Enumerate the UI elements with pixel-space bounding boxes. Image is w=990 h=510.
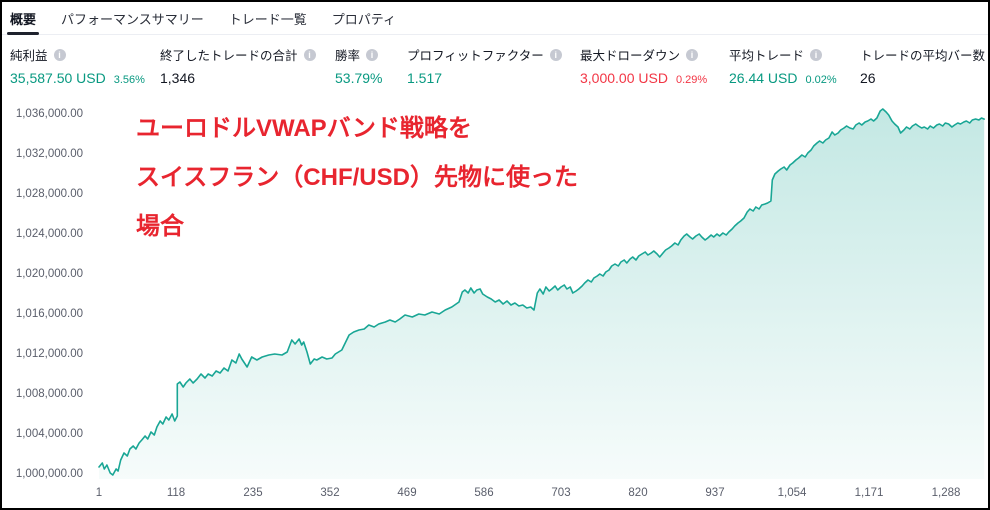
stat-label: プロフィットファクター: [407, 49, 544, 63]
x-axis-label: 1,054: [777, 487, 807, 499]
stat-percent-profitable: 勝率 i 53.79%: [335, 45, 382, 86]
x-axis-label: 820: [628, 487, 648, 499]
stat-value: 26: [860, 70, 876, 86]
stat-label: 最大ドローダウン: [580, 49, 681, 63]
stat-percent: 0.02%: [805, 74, 837, 86]
stat-label: 終了したトレードの合計: [160, 49, 298, 63]
y-axis-label: 1,024,000.00: [15, 228, 83, 240]
y-axis-label: 1,020,000.00: [15, 268, 83, 280]
x-axis-label: 235: [243, 487, 263, 499]
tab-bar: 概要 パフォーマンスサマリー トレード一覧 プロパティ: [2, 2, 988, 35]
info-icon[interactable]: i: [549, 48, 562, 61]
y-axis-label: 1,016,000.00: [15, 308, 83, 320]
stat-total-closed-trades: 終了したトレードの合計 i 1,346: [160, 45, 316, 86]
info-icon[interactable]: i: [686, 48, 699, 61]
stat-label: 純利益: [10, 49, 48, 63]
stat-value: 35,587.50 USD: [10, 70, 106, 86]
equity-curve-svg: [98, 108, 985, 479]
y-axis-label: 1,032,000.00: [15, 148, 83, 160]
tab-properties[interactable]: プロパティ: [331, 11, 397, 27]
stat-max-drawdown: 最大ドローダウン i 3,000.00 USD 0.29%: [580, 45, 707, 86]
plot-area[interactable]: ユーロドルVWAPバンド戦略をスイスフラン（CHF/USD）先物に使った 場合: [90, 102, 988, 479]
x-axis-label: 1,171: [854, 487, 884, 499]
y-axis-label: 1,000,000.00: [15, 468, 83, 480]
stats-row: 純利益 i 35,587.50 USD 3.56% 終了したトレードの合計 i 1,346 勝…: [2, 35, 988, 95]
x-axis-label: 352: [320, 487, 340, 499]
equity-chart: 1,036,000.00 1,032,000.00 1,028,000.00 1,02…: [2, 95, 988, 508]
x-axis-label: 937: [705, 487, 725, 499]
y-axis-label: 1,008,000.00: [15, 388, 83, 400]
stat-percent: 3.56%: [113, 74, 145, 86]
y-axis-label: 1,004,000.00: [15, 428, 83, 440]
annotation-line: ユーロドルVWAPバンド戦略を: [136, 115, 472, 142]
equity-line: [98, 108, 985, 476]
stat-percent: 0.29%: [675, 74, 708, 86]
stat-net-profit: 純利益 i 35,587.50 USD 3.56%: [10, 45, 145, 86]
stat-label: トレードの平均バー数: [860, 49, 986, 63]
y-axis-label: 1,028,000.00: [15, 188, 83, 200]
info-icon[interactable]: i: [366, 48, 379, 61]
x-axis-label: 703: [551, 487, 571, 499]
stat-profit-factor: プロフィットファクター i 1.517: [407, 45, 562, 86]
x-axis-label: 1: [95, 487, 103, 499]
stat-value: 1,346: [160, 70, 196, 86]
stat-avg-trade: 平均トレード i 26.44 USD 0.02%: [729, 45, 837, 86]
stat-avg-bars-in-trade: トレードの平均バー数i26: [860, 45, 988, 86]
tab-performance-summary[interactable]: パフォーマンスサマリー: [61, 11, 204, 27]
stat-label: 平均トレード: [729, 49, 805, 63]
y-axis-label: 1,036,000.00: [15, 108, 83, 120]
x-axis-label: 1,288: [931, 487, 961, 499]
y-axis-label: 1,012,000.00: [15, 348, 83, 360]
stat-value: 53.79%: [335, 70, 383, 86]
annotation-line: スイスフラン（CHF/USD）先物に使った: [136, 164, 578, 191]
x-axis-label: 586: [474, 487, 494, 499]
annotation-line: 場合: [136, 213, 184, 240]
x-axis-label: 469: [397, 487, 417, 499]
stat-label: 勝率: [335, 49, 361, 63]
stat-value: 3,000.00 USD: [580, 70, 668, 86]
info-icon[interactable]: i: [53, 48, 66, 61]
chart-annotation[interactable]: ユーロドルVWAPバンド戦略をスイスフラン（CHF/USD）先物に使った 場合: [136, 104, 578, 251]
info-icon[interactable]: i: [303, 48, 316, 61]
stat-value: 1.517: [407, 70, 443, 86]
tab-overview[interactable]: 概要: [6, 2, 40, 35]
stat-value: 26.44 USD: [729, 70, 798, 86]
equity-area-fill: [99, 109, 985, 479]
tab-trade-list[interactable]: トレード一覧: [228, 11, 307, 27]
info-icon[interactable]: i: [810, 48, 823, 61]
x-axis-label: 118: [166, 487, 186, 499]
